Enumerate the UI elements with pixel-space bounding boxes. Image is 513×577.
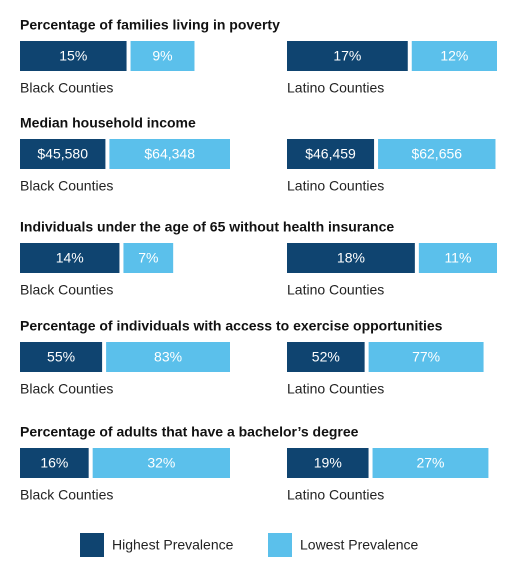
category-label: Black Counties [20, 80, 113, 96]
value-label: 16% [40, 455, 68, 471]
bar [287, 243, 415, 273]
legend-swatch [268, 533, 292, 557]
value-label: 52% [312, 349, 340, 365]
category-label: Black Counties [20, 178, 113, 194]
panel-title: Percentage of adults that have a bachelo… [20, 424, 359, 440]
bar [109, 139, 230, 169]
value-label: $46,459 [305, 146, 356, 162]
category-label: Black Counties [20, 381, 113, 397]
category-label: Latino Counties [287, 178, 384, 194]
value-label: 7% [138, 250, 158, 266]
category-label: Latino Counties [287, 487, 384, 503]
panel-title: Percentage of individuals with access to… [20, 318, 443, 334]
value-label: 9% [152, 48, 172, 64]
bar [372, 448, 489, 478]
bar [130, 41, 195, 71]
value-label: $64,348 [144, 146, 195, 162]
value-label: 15% [59, 48, 87, 64]
bar [287, 41, 408, 71]
value-label: 19% [314, 455, 342, 471]
bar [20, 448, 89, 478]
category-label: Black Counties [20, 282, 113, 298]
bar [368, 342, 484, 372]
bar [20, 139, 106, 169]
value-label: $45,580 [37, 146, 88, 162]
legend-label: Highest Prevalence [112, 537, 234, 553]
bar [287, 448, 369, 478]
bar [378, 139, 496, 169]
bar [123, 243, 174, 273]
value-label: 14% [56, 250, 84, 266]
category-label: Latino Counties [287, 381, 384, 397]
bar [106, 342, 230, 372]
value-label: 11% [444, 250, 471, 266]
value-label: 27% [416, 455, 444, 471]
category-label: Black Counties [20, 487, 113, 503]
value-label: 32% [147, 455, 175, 471]
value-label: 77% [412, 349, 440, 365]
value-label: 18% [337, 250, 365, 266]
bar [20, 342, 103, 372]
legend-label: Lowest Prevalence [300, 537, 419, 553]
panel-title: Percentage of families living in poverty [20, 17, 280, 33]
legend-swatch [80, 533, 104, 557]
bar [287, 139, 375, 169]
panel-title: Median household income [20, 115, 196, 131]
value-label: 55% [47, 349, 75, 365]
bar [411, 41, 497, 71]
bar [287, 342, 365, 372]
bar [418, 243, 497, 273]
category-label: Latino Counties [287, 80, 384, 96]
value-label: 17% [333, 48, 361, 64]
bar [92, 448, 231, 478]
panel-title: Individuals under the age of 65 without … [20, 219, 394, 235]
value-label: 12% [440, 48, 468, 64]
category-label: Latino Counties [287, 282, 384, 298]
value-label: $62,656 [411, 146, 462, 162]
bar [20, 41, 127, 71]
bar [20, 243, 120, 273]
value-label: 83% [154, 349, 182, 365]
